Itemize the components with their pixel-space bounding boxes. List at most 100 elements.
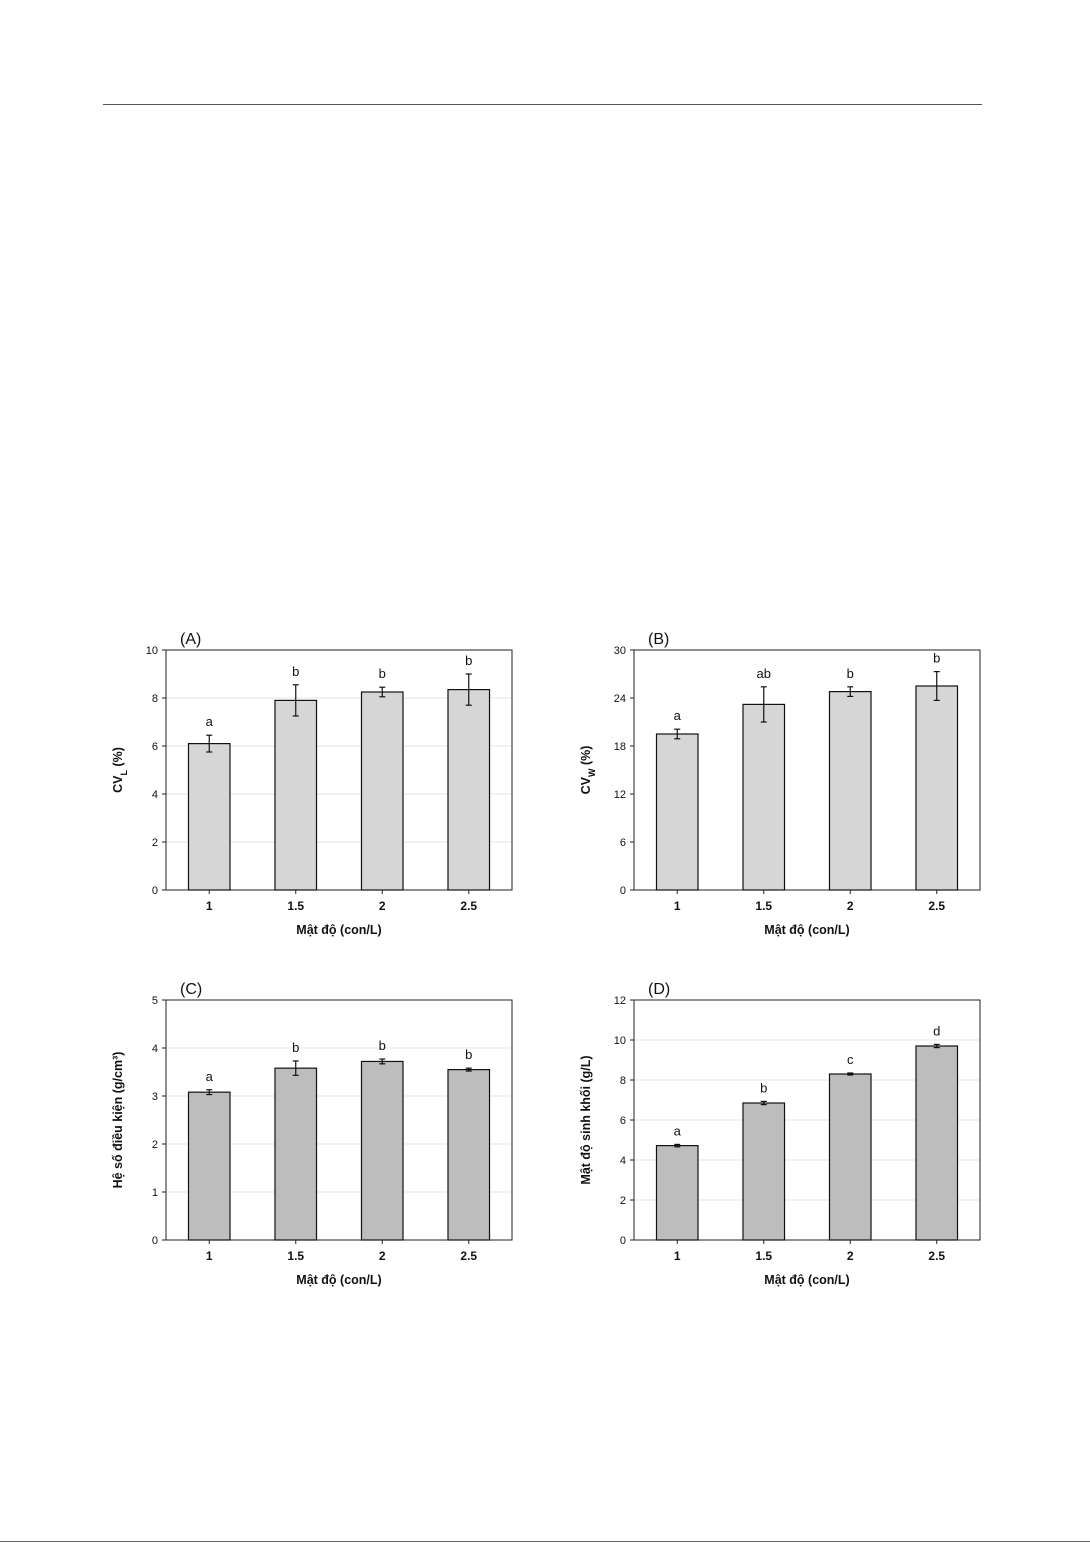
bar (828, 690, 872, 891)
y-tick-label: 2 (152, 837, 158, 849)
y-axis-title-sub: L (119, 770, 129, 776)
x-tick-label: 1.5 (755, 1249, 772, 1263)
x-tick-label: 2 (847, 1249, 854, 1263)
y-tick-label: 3 (152, 1091, 158, 1103)
y-axis-title-unit: (%) (111, 747, 125, 770)
x-tick-label: 2.5 (928, 1249, 945, 1263)
significance-letter: b (292, 1040, 299, 1055)
bar (187, 1091, 231, 1241)
y-tick-label: 0 (620, 885, 626, 897)
plot-frame (633, 649, 981, 891)
significance-letter: b (292, 664, 299, 679)
y-axis-title-main: CV (111, 775, 125, 793)
significance-letter: b (760, 1080, 767, 1095)
y-axis-title: Hệ số điều kiện (g/cm³) (111, 1052, 125, 1189)
y-axis-title-unit: (%) (579, 746, 593, 769)
x-tick-label: 1 (674, 1249, 681, 1263)
significance-letter: b (465, 1047, 472, 1062)
plot-frame (165, 649, 513, 891)
chart-d: (D) 0 2 4 6 8 10 12 a 1 b 1.5 c 2 d 2.5 Mật độ (con/L) Mậ… (579, 981, 981, 1287)
y-tick-label: 6 (620, 837, 626, 849)
x-tick-label: 2 (379, 899, 386, 913)
y-tick-label: 6 (152, 741, 158, 753)
bar (447, 1068, 491, 1241)
x-tick-label: 2.5 (460, 1249, 477, 1263)
y-tick-label: 2 (620, 1195, 626, 1207)
y-tick-label: 4 (152, 1043, 158, 1055)
bar (274, 1067, 318, 1241)
y-tick-label: 4 (620, 1155, 626, 1167)
x-tick-label: 1 (206, 899, 213, 913)
x-tick-label: 1 (674, 899, 681, 913)
y-tick-label: 18 (614, 741, 626, 753)
x-tick-label: 2 (847, 899, 854, 913)
bar (360, 691, 404, 891)
significance-letter: b (379, 1038, 386, 1053)
bar (187, 742, 231, 891)
bar (828, 1073, 872, 1241)
y-tick-label: 8 (152, 693, 158, 705)
bar (655, 733, 699, 891)
significance-letter: ab (757, 666, 771, 681)
y-tick-label: 0 (620, 1235, 626, 1247)
x-axis-title: Mật độ (con/L) (296, 923, 381, 937)
significance-letter: a (674, 1123, 682, 1138)
bar (274, 699, 318, 891)
chart-a: (A) 0 2 4 6 8 10 a 1 b 1.5 b 2 b 2.5 Mật độ (con/L) CVL … (111, 631, 513, 937)
y-tick-label: 6 (620, 1115, 626, 1127)
x-tick-label: 1 (206, 1249, 213, 1263)
y-tick-label: 1 (152, 1187, 158, 1199)
y-tick-label: 10 (146, 645, 158, 657)
y-tick-label: 0 (152, 885, 158, 897)
y-tick-label: 5 (152, 995, 158, 1007)
significance-letter: c (847, 1052, 854, 1067)
significance-letter: d (933, 1023, 940, 1038)
x-axis-title: Mật độ (con/L) (764, 923, 849, 937)
panel-title: (B) (648, 631, 669, 648)
y-tick-label: 12 (614, 995, 626, 1007)
bar (360, 1060, 404, 1241)
significance-letter: a (206, 714, 214, 729)
y-tick-label: 8 (620, 1075, 626, 1087)
header-rule (103, 104, 982, 105)
footer-rule (0, 1541, 1090, 1542)
panel-title: (D) (648, 981, 670, 998)
x-axis-title: Mật độ (con/L) (296, 1273, 381, 1287)
chart-b: (B) 0 6 12 18 24 30 a 1 ab 1.5 b 2 b 2.5 Mật độ (con/L)… (579, 631, 981, 937)
y-tick-label: 2 (152, 1139, 158, 1151)
y-axis-title-main: CV (579, 776, 593, 794)
y-tick-label: 10 (614, 1035, 626, 1047)
x-axis-title: Mật độ (con/L) (764, 1273, 849, 1287)
significance-letter: a (674, 708, 682, 723)
y-axis-title: CVW (%) (579, 746, 597, 795)
x-tick-label: 2.5 (460, 899, 477, 913)
panel-title: (A) (180, 631, 201, 648)
y-axis-title-sub: W (587, 768, 597, 777)
significance-letter: b (465, 653, 472, 668)
bar (915, 1045, 959, 1241)
panel-title: (C) (180, 981, 202, 998)
x-tick-label: 1.5 (755, 899, 772, 913)
y-tick-label: 24 (614, 693, 626, 705)
plot-frame (165, 999, 513, 1241)
y-tick-label: 12 (614, 789, 626, 801)
y-axis-title: CVL (%) (111, 747, 129, 793)
y-tick-label: 30 (614, 645, 626, 657)
x-tick-label: 2.5 (928, 899, 945, 913)
y-axis-title-main: Hệ số điều kiện (g/cm³) (111, 1052, 125, 1189)
y-axis-title-main: Mật độ sinh khối (g/L) (579, 1055, 593, 1184)
bar (915, 685, 959, 891)
y-tick-label: 4 (152, 789, 158, 801)
significance-letter: a (206, 1069, 214, 1084)
significance-letter: b (379, 666, 386, 681)
bar (655, 1145, 699, 1241)
bar (447, 688, 491, 891)
x-tick-label: 2 (379, 1249, 386, 1263)
y-tick-label: 0 (152, 1235, 158, 1247)
y-axis-title: Mật độ sinh khối (g/L) (579, 1055, 593, 1184)
chart-c: (C) 0 1 2 3 4 5 a 1 b 1.5 b 2 b 2.5 Mật độ (con/L) Hệ số… (111, 981, 513, 1287)
significance-letter: b (933, 651, 940, 666)
significance-letter: b (847, 666, 854, 681)
x-tick-label: 1.5 (287, 899, 304, 913)
bar (742, 703, 786, 891)
